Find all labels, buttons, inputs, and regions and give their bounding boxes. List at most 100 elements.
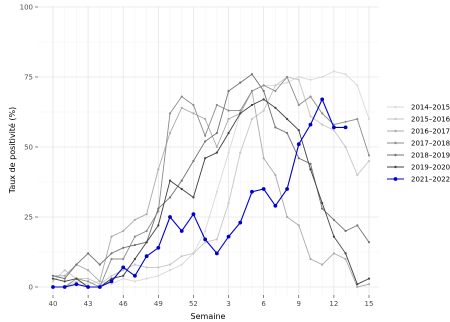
- data-point: [343, 125, 348, 130]
- data-point: [239, 112, 242, 115]
- data-point: [133, 263, 137, 266]
- data-point: [122, 277, 125, 280]
- data-point: [74, 282, 79, 287]
- data-point: [110, 235, 113, 238]
- data-point: [285, 187, 289, 191]
- legend-key-point: [394, 141, 397, 145]
- data-point: [344, 120, 347, 123]
- data-point: [180, 187, 183, 191]
- data-point: [122, 246, 125, 249]
- data-point: [145, 213, 148, 216]
- data-point: [344, 257, 347, 261]
- data-point: [297, 78, 300, 81]
- data-point: [203, 237, 208, 242]
- data-point: [239, 151, 242, 154]
- data-point: [168, 215, 172, 219]
- data-point: [191, 212, 196, 217]
- data-point: [133, 257, 137, 261]
- data-point: [227, 201, 230, 205]
- data-point: [262, 109, 265, 112]
- data-point: [51, 277, 55, 280]
- data-point: [51, 280, 55, 283]
- x-tick-label: 46: [119, 300, 128, 308]
- data-point: [227, 151, 230, 154]
- data-point: [285, 81, 289, 84]
- y-tick-label: 0: [29, 284, 33, 292]
- y-tick-label: 100: [20, 4, 33, 12]
- data-point: [344, 73, 347, 76]
- data-point: [133, 235, 137, 238]
- data-point: [215, 131, 218, 135]
- x-tick-label: 40: [49, 300, 58, 308]
- data-point: [356, 285, 359, 289]
- data-point: [367, 117, 371, 121]
- series-line: [53, 76, 370, 288]
- data-point: [227, 89, 230, 93]
- data-point: [356, 283, 359, 286]
- data-point: [87, 277, 90, 280]
- data-point: [309, 95, 312, 98]
- data-point: [262, 84, 265, 87]
- data-point: [87, 252, 90, 255]
- data-point: [308, 122, 313, 127]
- data-point: [168, 269, 172, 272]
- data-point: [168, 196, 172, 199]
- data-point: [356, 224, 359, 227]
- legend-key-point: [394, 153, 397, 157]
- data-point: [110, 277, 113, 280]
- x-tick-label: 15: [365, 300, 374, 308]
- data-point: [367, 159, 371, 163]
- data-point: [332, 129, 335, 132]
- data-point: [250, 103, 254, 107]
- data-point: [75, 277, 78, 280]
- data-point: [51, 285, 55, 289]
- data-point: [122, 257, 125, 261]
- data-point: [250, 189, 254, 194]
- data-point: [321, 201, 324, 205]
- data-point: [239, 109, 242, 112]
- data-point: [214, 251, 219, 256]
- data-point: [297, 224, 300, 227]
- data-point: [344, 229, 347, 233]
- data-point: [250, 89, 254, 93]
- legend-label: 2019–2020: [411, 164, 450, 172]
- data-point: [215, 190, 218, 193]
- data-point: [274, 106, 277, 109]
- data-point: [321, 207, 324, 210]
- data-point: [215, 238, 218, 241]
- data-point: [110, 252, 113, 255]
- data-point: [156, 245, 161, 250]
- data-point: [239, 81, 242, 84]
- legend-key-point: [394, 129, 397, 133]
- data-point: [168, 112, 172, 115]
- data-point: [262, 98, 265, 101]
- data-point: [321, 112, 324, 115]
- data-point: [321, 75, 324, 79]
- data-point: [180, 106, 183, 109]
- data-point: [250, 117, 254, 121]
- x-tick-label: 52: [189, 300, 198, 308]
- data-point: [168, 131, 172, 135]
- data-point: [297, 103, 300, 107]
- data-point: [110, 274, 113, 277]
- data-point: [204, 229, 207, 233]
- data-point: [192, 103, 195, 107]
- data-point: [320, 97, 325, 102]
- data-point: [145, 229, 148, 233]
- data-point: [192, 196, 195, 199]
- data-point: [215, 103, 218, 107]
- data-point: [238, 220, 243, 225]
- legend-key-point: [393, 177, 398, 181]
- data-point: [63, 277, 66, 280]
- grid-lines: [38, 6, 379, 295]
- data-point: [133, 218, 137, 221]
- data-point: [87, 283, 90, 286]
- y-tick-label: 75: [24, 74, 33, 82]
- data-point: [145, 266, 148, 269]
- data-point: [296, 142, 301, 147]
- series-line: [52, 76, 370, 285]
- data-point: [204, 134, 207, 137]
- data-point: [157, 266, 160, 269]
- data-point: [75, 280, 78, 283]
